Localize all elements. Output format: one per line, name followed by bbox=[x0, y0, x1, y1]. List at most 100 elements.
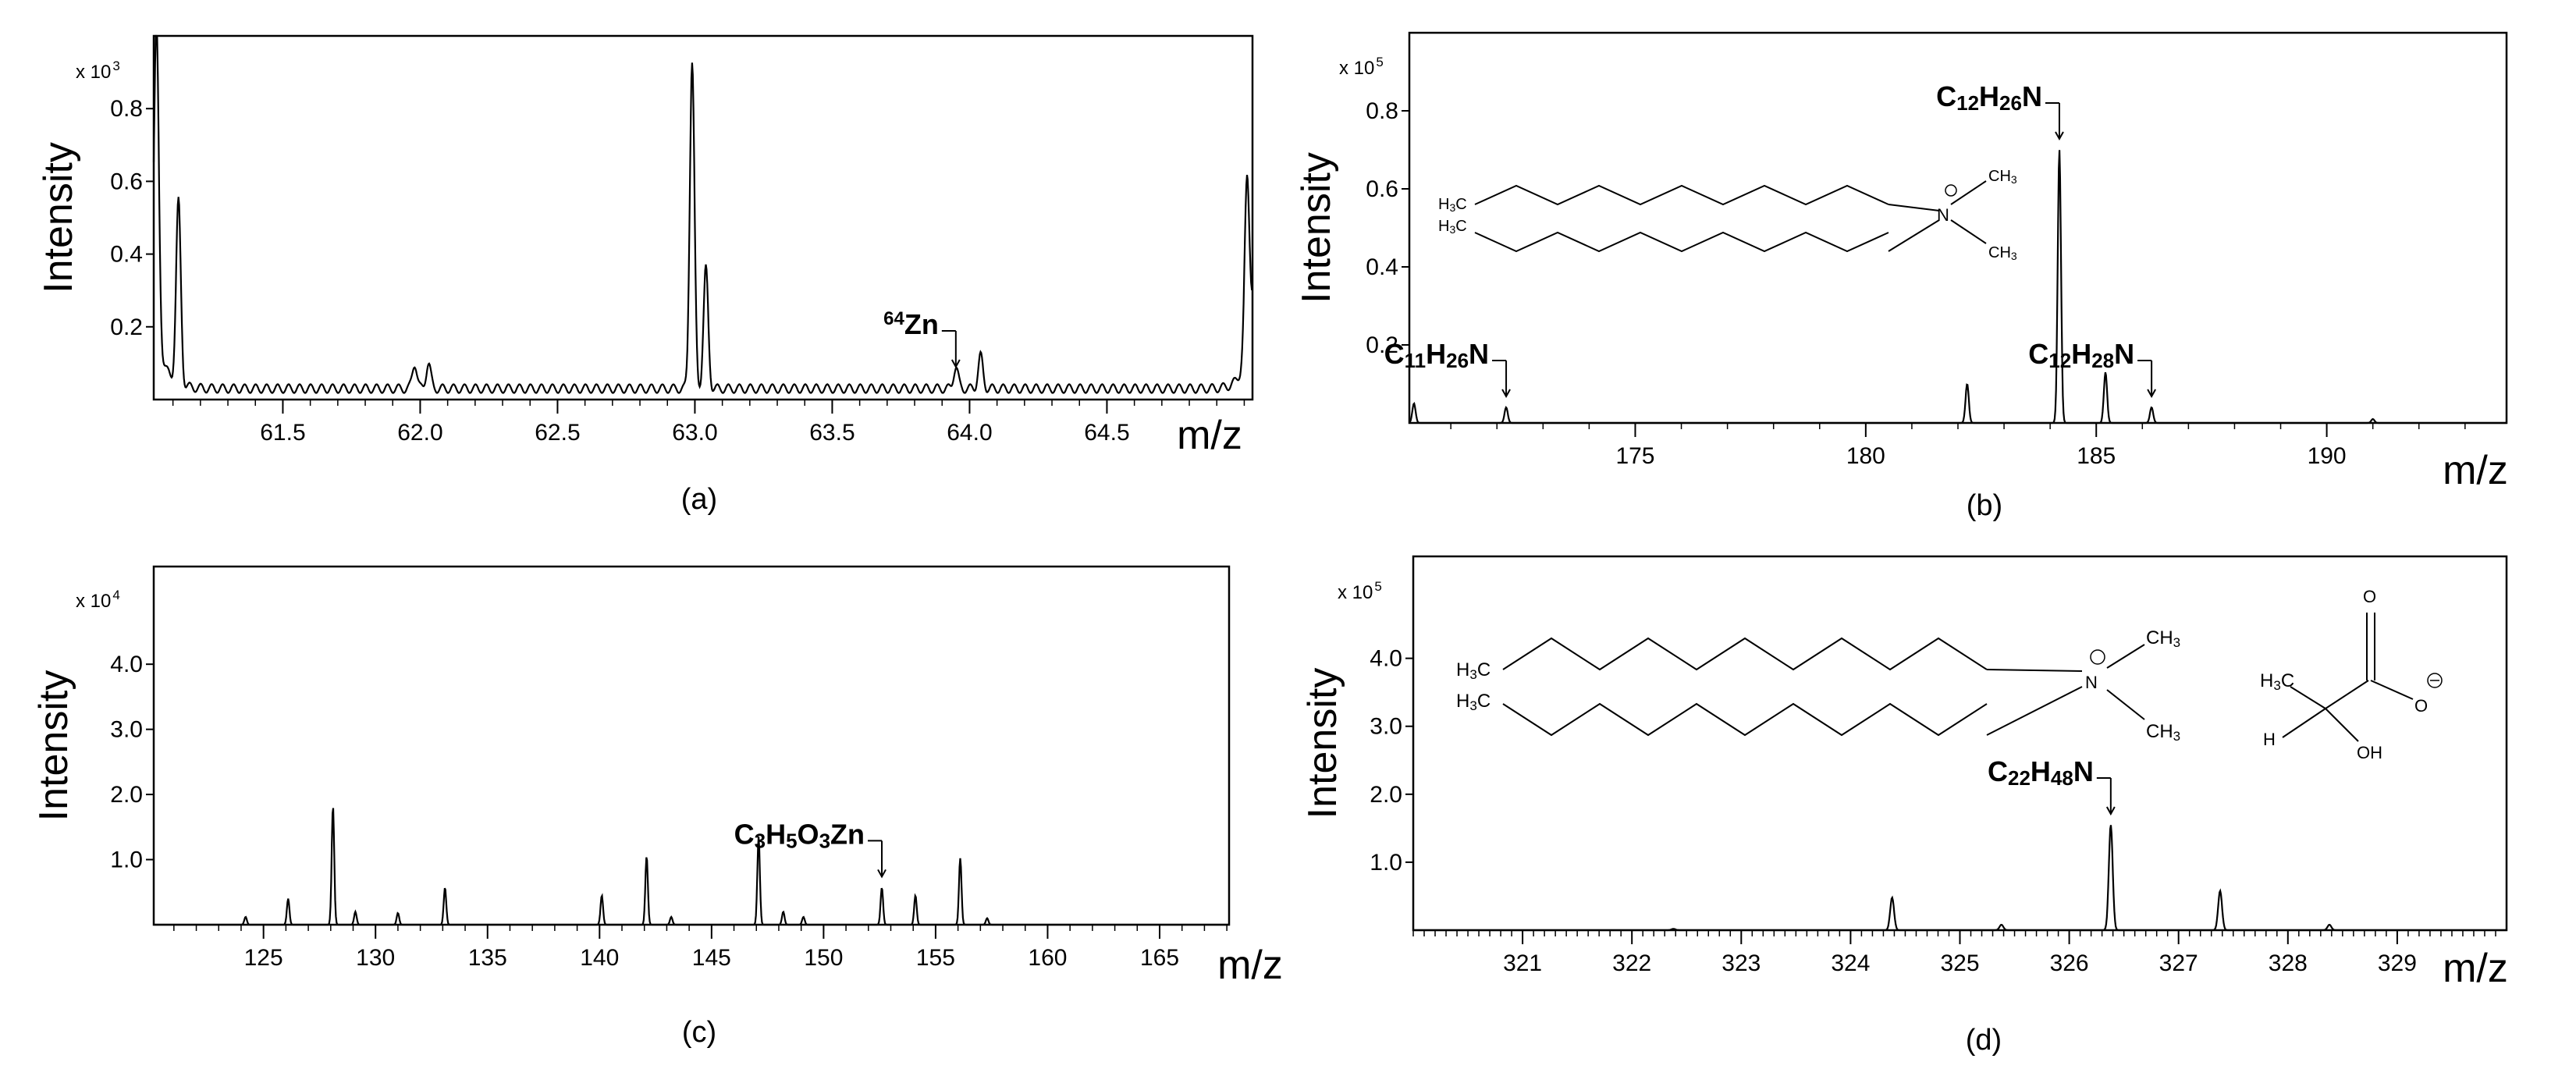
x-axis-label: m/z bbox=[2443, 946, 2508, 991]
bond bbox=[1950, 219, 1987, 244]
x-tick-label: 328 bbox=[2269, 950, 2308, 976]
y-tick-label: 1.0 bbox=[110, 847, 143, 873]
annotation-label: C22H48N bbox=[1988, 755, 2094, 790]
annotation-label: 64Zn bbox=[883, 308, 939, 340]
x-axis-label: m/z bbox=[1217, 943, 1283, 988]
structure-b: H3C H3C CH3 CH3 N bbox=[1438, 168, 2017, 262]
bond bbox=[2290, 686, 2326, 709]
panel-c: 125 130 135 140 145 150 155 160 165 1.0 2.0 3.0 4.0 x… bbox=[31, 565, 1283, 1049]
x-tick-label: 321 bbox=[1503, 950, 1542, 976]
x-tick-label: 150 bbox=[804, 945, 843, 971]
x-tick-label: 326 bbox=[2050, 950, 2089, 976]
spectrum-trace bbox=[1413, 825, 2507, 932]
chem-label: N bbox=[2085, 673, 2098, 692]
bond bbox=[1888, 204, 1940, 211]
x-tick-label: 63.5 bbox=[809, 420, 855, 446]
bond bbox=[1986, 669, 2083, 672]
chem-label: N bbox=[1937, 205, 1949, 225]
peak-annotation: C3H5O3Zn bbox=[734, 818, 886, 879]
bond bbox=[2325, 708, 2359, 742]
chem-label: H3C bbox=[1438, 218, 1467, 236]
x-tick-label: 64.5 bbox=[1084, 420, 1129, 446]
chem-label: OH bbox=[2357, 743, 2382, 762]
x-tick-label: 160 bbox=[1028, 945, 1067, 971]
peak-point bbox=[331, 804, 336, 808]
x-tick-label: 327 bbox=[2159, 950, 2198, 976]
x-tick-label: 125 bbox=[244, 945, 283, 971]
alkyl-chain bbox=[1502, 637, 1988, 671]
y-tick-label: 0.6 bbox=[1366, 176, 1398, 202]
x-tick-label: 165 bbox=[1140, 945, 1179, 971]
x-tick-label: 62.5 bbox=[535, 420, 580, 446]
chem-label: CH3 bbox=[2146, 627, 2180, 650]
y-tick-label: 0.8 bbox=[1366, 98, 1398, 124]
y-axis-label: Intensity bbox=[36, 142, 81, 293]
y-tick-label: 3.0 bbox=[110, 717, 143, 743]
y-tick-label: 2.0 bbox=[110, 782, 143, 808]
x-tick-label: 140 bbox=[580, 945, 619, 971]
y-multiplier: x 10 5 bbox=[1339, 55, 1384, 79]
bond bbox=[1950, 180, 1987, 205]
x-tick-label: 190 bbox=[2308, 443, 2347, 469]
annotation-arrowhead bbox=[2147, 389, 2156, 399]
x-axis-label: m/z bbox=[1177, 413, 1242, 458]
panel-caption: (b) bbox=[1967, 489, 2002, 522]
chem-label: CH3 bbox=[1988, 168, 2017, 186]
annotation-label: C12H28N bbox=[2028, 338, 2134, 372]
panel-caption: (d) bbox=[1966, 1024, 2002, 1057]
plot-frame bbox=[152, 565, 1231, 926]
charge-symbol bbox=[2427, 673, 2443, 688]
peak-annotation: C12H28N bbox=[2028, 338, 2156, 399]
annotation-arrowhead bbox=[2055, 131, 2064, 141]
y-tick-label: 0.2 bbox=[1366, 332, 1398, 358]
panel-caption: (c) bbox=[682, 1016, 716, 1049]
y-tick-label: 1.0 bbox=[1370, 850, 1402, 876]
x-tick-label: 62.0 bbox=[397, 420, 442, 446]
chem-label: H3C bbox=[1438, 196, 1467, 214]
chem-label: CH3 bbox=[2146, 721, 2180, 744]
panel-a: 61.5 62.0 62.5 63.0 63.5 64.0 64.5 0.2 0.4 0.6 0.8… bbox=[36, 34, 1254, 516]
y-tick-label: 4.0 bbox=[1370, 646, 1402, 672]
peak-annotation: 64Zn bbox=[883, 308, 961, 369]
alkyl-chain bbox=[1502, 702, 1988, 737]
charge-symbol bbox=[1945, 184, 1957, 197]
x-tick-label: 180 bbox=[1846, 443, 1885, 469]
panel-caption: (a) bbox=[681, 483, 717, 516]
y-multiplier: x 10 3 bbox=[76, 59, 120, 83]
y-axis-label: Intensity bbox=[1300, 668, 1345, 819]
y-multiplier: x 10 5 bbox=[1338, 579, 1382, 603]
annotation-label: C11H26N bbox=[1384, 338, 1489, 372]
bond bbox=[1888, 219, 1940, 252]
x-tick-label: 185 bbox=[2077, 443, 2116, 469]
x-tick-label: 63.0 bbox=[672, 420, 717, 446]
y-tick-label: 0.4 bbox=[1366, 254, 1398, 280]
chem-label: H3C bbox=[2260, 670, 2294, 693]
chem-label: H3C bbox=[1456, 659, 1491, 682]
chem-label: O bbox=[2414, 696, 2428, 716]
chem-label: O bbox=[2363, 587, 2376, 606]
annotation-arrowhead bbox=[2105, 806, 2116, 816]
panel-b: 175 180 185 190 0.2 0.4 0.6 0.8 x 10 5 Intensity m/… bbox=[1294, 31, 2508, 522]
x-tick-label: 130 bbox=[356, 945, 395, 971]
x-tick-label: 135 bbox=[468, 945, 507, 971]
x-tick-label: 323 bbox=[1721, 950, 1761, 976]
x-tick-label: 324 bbox=[1831, 950, 1870, 976]
x-tick-label: 61.5 bbox=[260, 420, 305, 446]
plot-frame bbox=[152, 34, 1254, 401]
y-tick-label: 0.4 bbox=[110, 242, 143, 268]
y-tick-label: 3.0 bbox=[1370, 714, 1402, 740]
annotation-arrowhead bbox=[877, 869, 886, 879]
peak-annotation: C22H48N bbox=[1988, 755, 2116, 816]
y-axis-label: Intensity bbox=[31, 670, 76, 822]
bond bbox=[2282, 708, 2326, 738]
x-tick-label: 155 bbox=[916, 945, 955, 971]
x-tick-label: 322 bbox=[1612, 950, 1651, 976]
bond bbox=[1986, 686, 2083, 736]
chem-label: H bbox=[2263, 730, 2276, 749]
y-tick-label: 2.0 bbox=[1370, 782, 1402, 808]
plot-frame bbox=[1412, 555, 2508, 932]
alkyl-chain bbox=[1474, 231, 1889, 253]
x-tick-label: 329 bbox=[2378, 950, 2417, 976]
